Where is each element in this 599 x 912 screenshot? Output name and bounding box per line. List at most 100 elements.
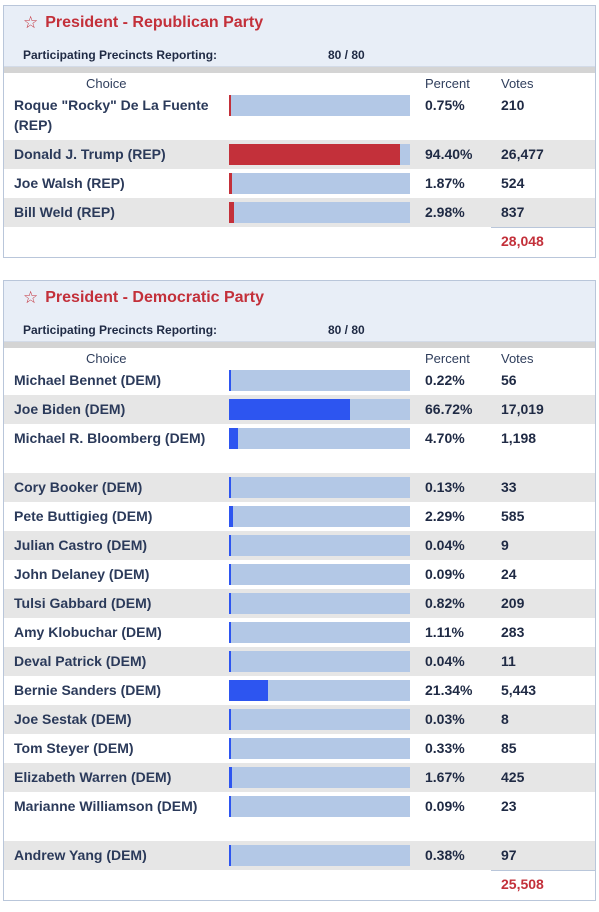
race-democratic: ☆ President - Democratic Party Participati… [3,280,596,901]
vote-share-fill [229,506,234,527]
vote-share-bar [229,680,410,701]
candidate-percent: 0.38% [425,847,465,863]
candidate-row: Bernie Sanders (DEM) 21.34% 5,443 [4,676,595,705]
vote-share-bar [229,173,410,194]
candidate-votes: 17,019 [501,401,544,417]
vote-share-fill [229,477,232,498]
candidate-name: Marianne Williamson (DEM) [14,798,198,814]
candidate-votes: 585 [501,508,525,524]
candidate-name: Bernie Sanders (DEM) [14,682,162,698]
candidate-votes: 283 [501,624,525,640]
candidate-votes: 5,443 [501,682,537,698]
vote-share-bar [229,370,410,391]
vote-share-bar [229,796,410,817]
vote-share-bar [229,738,410,759]
candidate-row: Deval Patrick (DEM) 0.04% 11 [4,647,595,676]
candidate-percent: 0.03% [425,711,465,727]
candidate-row: Donald J. Trump (REP) 94.40% 26,477 [4,140,595,169]
candidate-percent: 21.34% [425,682,473,698]
candidate-percent: 94.40% [425,146,473,162]
star-icon[interactable]: ☆ [23,13,39,32]
candidate-votes: 210 [501,97,525,113]
vote-share-fill [229,709,232,730]
candidate-name: Julian Castro (DEM) [14,537,148,553]
vote-share-fill [229,738,232,759]
candidate-votes: 24 [501,566,517,582]
candidate-votes: 97 [501,847,517,863]
vote-share-bar [229,593,410,614]
candidate-name: Elizabeth Warren (DEM) [14,769,172,785]
candidate-name: Tom Steyer (DEM) [14,740,134,756]
precincts-value: 80 / 80 [328,48,365,62]
candidate-row: Tulsi Gabbard (DEM) 0.82% 209 [4,589,595,618]
candidate-name: John Delaney (DEM) [14,566,150,582]
header-votes: Votes [501,351,534,366]
race-header: ☆ President - Republican Party Participati… [4,6,595,67]
candidate-votes: 1,198 [501,430,537,446]
candidate-name: Bill Weld (REP) [14,204,115,220]
candidate-percent: 0.09% [425,798,465,814]
candidate-row: Roque "Rocky" De La Fuente (REP) 0.75% 210 [4,91,595,140]
candidate-row: Joe Walsh (REP) 1.87% 524 [4,169,595,198]
vote-share-bar [229,564,410,585]
candidate-row: John Delaney (DEM) 0.09% 24 [4,560,595,589]
vote-share-bar [229,767,410,788]
header-percent: Percent [425,351,470,366]
candidate-votes: 56 [501,372,517,388]
candidate-percent: 66.72% [425,401,473,417]
total-divider [491,227,595,228]
vote-share-fill [229,535,232,556]
candidate-votes: 26,477 [501,146,544,162]
candidate-name: Joe Walsh (REP) [14,175,125,191]
candidate-name: Tulsi Gabbard (DEM) [14,595,152,611]
candidate-row: Julian Castro (DEM) 0.04% 9 [4,531,595,560]
vote-share-fill [229,399,350,420]
candidate-row: Michael Bennet (DEM) 0.22% 56 [4,366,595,395]
precincts-label: Participating Precincts Reporting: [23,48,218,62]
candidate-percent: 1.87% [425,175,465,191]
vote-share-bar [229,399,410,420]
candidate-percent: 1.11% [425,624,464,640]
vote-share-bar [229,202,410,223]
vote-share-fill [229,428,238,449]
header-choice: Choice [86,351,127,366]
vote-share-bar [229,428,410,449]
candidate-votes: 85 [501,740,517,756]
vote-share-bar [229,709,410,730]
total-divider [491,870,595,871]
candidate-name: Cory Booker (DEM) [14,479,143,495]
candidate-name: Pete Buttigieg (DEM) [14,508,153,524]
candidate-name: Donald J. Trump (REP) [14,146,166,162]
column-header: Choice Percent Votes [4,67,595,91]
vote-share-bar [229,535,410,556]
candidate-votes: 209 [501,595,525,611]
vote-share-bar [229,477,410,498]
race-title-text: President - Democratic Party [45,289,264,306]
candidate-percent: 0.33% [425,740,465,756]
vote-share-fill [229,144,400,165]
race-title: ☆ President - Democratic Party [23,288,264,308]
candidate-votes: 9 [501,537,509,553]
vote-share-bar [229,144,410,165]
star-icon[interactable]: ☆ [23,288,39,307]
vote-share-fill [229,564,232,585]
vote-share-fill [229,622,232,643]
candidate-votes: 524 [501,175,525,191]
candidate-row: Elizabeth Warren (DEM) 1.67% 425 [4,763,595,792]
race-header: ☆ President - Democratic Party Participati… [4,281,595,342]
candidate-row: Bill Weld (REP) 2.98% 837 [4,198,595,227]
precincts-label: Participating Precincts Reporting: [23,323,218,337]
candidate-row: Pete Buttigieg (DEM) 2.29% 585 [4,502,595,531]
vote-share-bar [229,845,410,866]
vote-share-fill [229,845,232,866]
total-row: 28,048 [4,227,595,257]
candidate-votes: 11 [501,653,516,669]
vote-share-fill [229,767,233,788]
candidate-row: Andrew Yang (DEM) 0.38% 97 [4,841,595,870]
candidate-row: Amy Klobuchar (DEM) 1.11% 283 [4,618,595,647]
candidate-percent: 0.22% [425,372,465,388]
candidate-name: Joe Biden (DEM) [14,401,126,417]
vote-share-fill [229,202,235,223]
candidate-name: Amy Klobuchar (DEM) [14,624,162,640]
candidate-percent: 4.70% [425,430,465,446]
